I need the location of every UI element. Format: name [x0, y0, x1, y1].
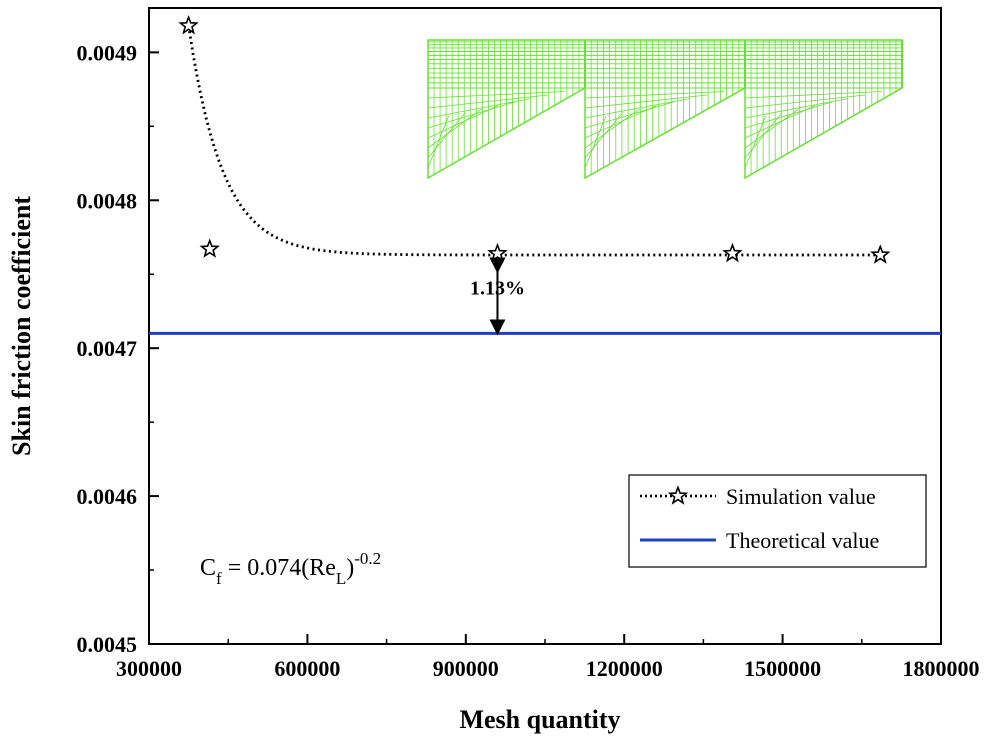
mesh-line	[427, 105, 499, 139]
mesh-line	[427, 108, 482, 149]
y-tick-label: 0.0047	[77, 336, 138, 361]
formula-base: C	[200, 555, 216, 581]
mesh-line	[584, 108, 640, 149]
legend-theoretical-label: Theoretical value	[726, 528, 879, 553]
x-tick-label: 900000	[433, 656, 499, 681]
legend-simulation-marker	[667, 485, 689, 505]
simulation-curve	[187, 25, 881, 257]
mesh-line	[584, 91, 725, 99]
y-tick-label: 0.0048	[77, 188, 138, 213]
mesh-line	[744, 112, 783, 159]
legend-simulation-label: Simulation value	[726, 484, 876, 509]
y-tick-label: 0.0045	[77, 632, 138, 657]
mesh-line	[744, 115, 766, 169]
mesh-line	[584, 115, 607, 169]
y-tick-label: 0.0049	[77, 40, 138, 65]
mesh-line	[744, 105, 816, 139]
mesh-line	[427, 94, 549, 109]
x-tick-label: 1500000	[744, 656, 821, 681]
mesh-line	[744, 98, 849, 119]
mesh-line	[427, 101, 515, 129]
mesh-block	[427, 39, 586, 180]
mesh-line	[744, 108, 799, 149]
mesh-line	[584, 105, 657, 139]
legend: Simulation value Theoretical value	[628, 474, 927, 568]
formula: Cf = 0.074(ReL)-0.2	[200, 549, 381, 588]
x-axis-ticks: 300000 600000 900000 1200000 1500000 1800000	[116, 634, 980, 681]
mesh-line	[584, 98, 691, 119]
x-tick-label: 300000	[116, 656, 182, 681]
mesh-line	[427, 112, 466, 159]
mesh-line	[744, 91, 882, 99]
mesh-line	[427, 115, 449, 169]
difference-label: 1.13%	[470, 277, 525, 299]
simulation-point	[178, 14, 199, 35]
x-axis-title: Mesh quantity	[459, 705, 620, 734]
mesh-line	[584, 101, 674, 129]
y-axis-ticks: 0.0045 0.0046 0.0047 0.0048 0.0049	[77, 40, 159, 657]
mesh-line	[744, 94, 866, 109]
formula-body-sub: L	[336, 569, 346, 588]
simulation-point	[722, 242, 743, 263]
simulation-point	[199, 238, 220, 258]
formula-base-sub: f	[216, 569, 222, 588]
series-points	[178, 14, 891, 264]
x-tick-label: 1800000	[903, 656, 980, 681]
mesh-block	[744, 39, 903, 180]
y-tick-label: 0.0046	[77, 484, 138, 509]
simulation-point	[487, 242, 508, 263]
mesh-inset	[427, 39, 903, 180]
x-tick-label: 1200000	[586, 656, 663, 681]
difference-annotation: 1.13%	[470, 257, 525, 336]
mesh-line	[584, 112, 624, 159]
simulation-point	[870, 244, 891, 264]
y-axis-title: Skin friction coefficient	[7, 196, 36, 456]
mesh-line	[427, 98, 532, 119]
mesh-line	[744, 101, 832, 129]
mesh-line	[584, 94, 708, 109]
formula-close: )	[346, 555, 354, 581]
mesh-block	[584, 39, 746, 180]
formula-body: = 0.074(Re	[222, 555, 336, 581]
series-lines	[149, 25, 941, 335]
formula-exponent: -0.2	[354, 549, 381, 568]
x-tick-label: 600000	[274, 656, 340, 681]
mesh-line	[427, 91, 565, 99]
